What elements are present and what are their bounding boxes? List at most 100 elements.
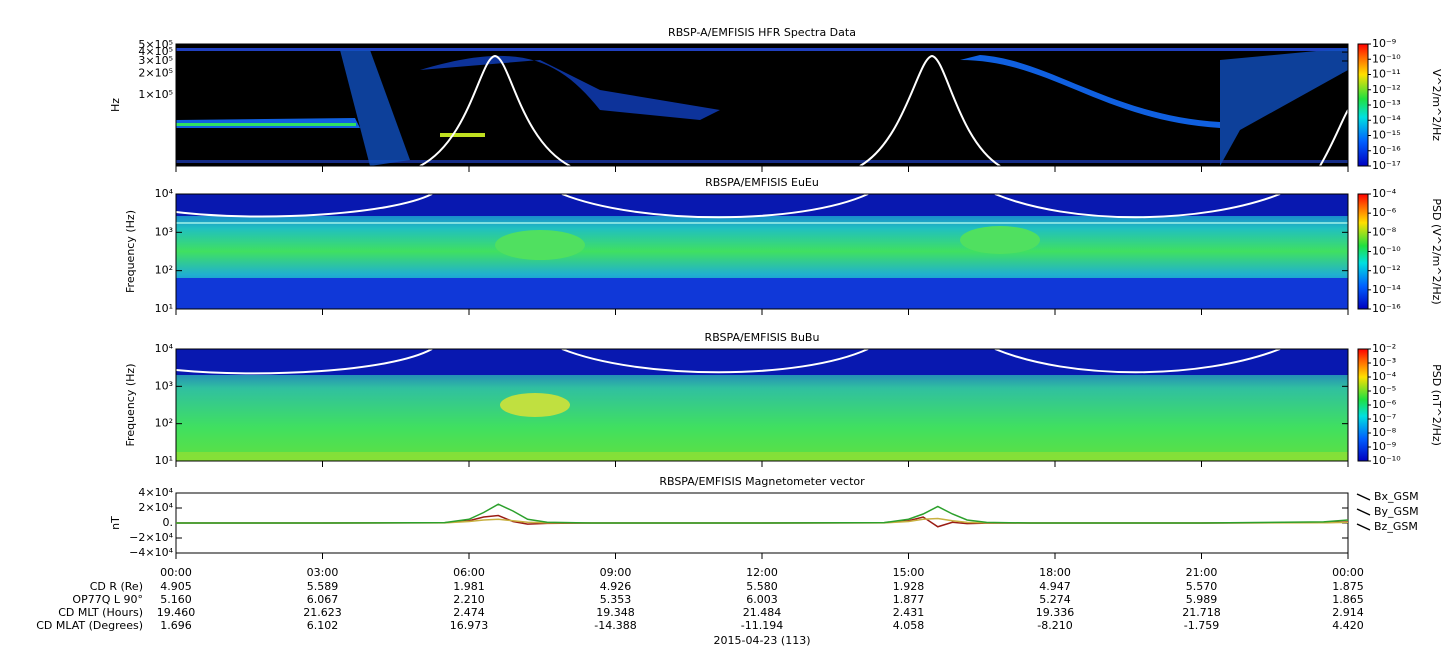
ephemeris-value: 21.484: [743, 606, 782, 619]
ephemeris-value: 19.460: [157, 606, 196, 619]
legend-swatch: [1356, 523, 1371, 531]
colorbar-tick-label: 10⁻⁸: [1372, 225, 1397, 238]
panel-title: RBSPA/EMFISIS EuEu: [705, 176, 819, 189]
ephemeris-value: 5.589: [307, 580, 339, 593]
ephemeris-value: 5.353: [600, 593, 632, 606]
colorbar-tick-label: 10⁻¹⁶: [1372, 302, 1401, 315]
ephemeris-value: 6.102: [307, 619, 339, 632]
colorbar-tick-label: 10⁻¹³: [1372, 98, 1401, 111]
plot-frame: [175, 43, 1349, 167]
y-tick-label: −2×10⁴: [129, 531, 173, 544]
legend-swatch: [1356, 493, 1371, 501]
ephemeris-value: -14.388: [594, 619, 636, 632]
y-axis-label: Frequency (Hz): [124, 364, 137, 447]
ephemeris-value: 5.570: [1186, 580, 1218, 593]
ephemeris-value: 5.160: [160, 593, 192, 606]
ephemeris-value: 1.696: [160, 619, 192, 632]
spectrogram-image: [175, 44, 1349, 461]
y-tick-label: 10¹: [155, 302, 173, 315]
x-tick-label: 03:00: [307, 566, 339, 579]
y-tick-label: 10³: [155, 379, 173, 392]
ephemeris-value: 1.928: [893, 580, 925, 593]
colorbar-tick-label: 10⁻¹¹: [1372, 68, 1401, 81]
data-line: [176, 503, 1349, 524]
ephemeris-value: 5.580: [746, 580, 778, 593]
ephemeris-value: -1.759: [1184, 619, 1219, 632]
y-tick-label: 5×10⁵: [138, 38, 173, 51]
x-tick-label: 06:00: [453, 566, 485, 579]
colorbar-label: PSD (nT^2/Hz): [1430, 364, 1443, 446]
ephemeris-value: 4.905: [160, 580, 192, 593]
panel-title: RBSPA/EMFISIS BuBu: [705, 331, 820, 344]
colorbar-tick-label: 10⁻¹²: [1372, 264, 1401, 277]
plot-frame: [175, 193, 1349, 310]
colorbar-tick-label: 10⁻¹²: [1372, 83, 1401, 96]
ephemeris-value: 6.067: [307, 593, 339, 606]
colorbar-tick-label: 10⁻¹⁴: [1372, 113, 1401, 126]
y-axis-label: Frequency (Hz): [124, 210, 137, 293]
ephemeris-value: 19.348: [596, 606, 635, 619]
colorbar: [1357, 193, 1369, 310]
y-tick-label: 10³: [155, 225, 173, 238]
y-tick-label: 0.: [163, 516, 174, 529]
colorbar-tick-label: 10⁻¹⁵: [1372, 129, 1401, 142]
colorbar: [1357, 43, 1369, 167]
ephemeris-label: CD MLT (Hours): [58, 606, 143, 619]
ephemeris-value: 6.003: [746, 593, 778, 606]
y-tick-label: 10²: [155, 417, 173, 430]
ephemeris-value: 5.989: [1186, 593, 1218, 606]
colorbar-tick-label: 10⁻¹⁴: [1372, 283, 1401, 296]
y-axis-label: nT: [109, 516, 122, 530]
colorbar-tick-label: 10⁻⁸: [1372, 426, 1397, 439]
y-tick-label: 10¹: [155, 454, 173, 467]
legend-label: By_GSM: [1374, 505, 1419, 518]
plot-frame: [175, 348, 1349, 462]
y-tick-label: 3×10⁵: [138, 54, 173, 67]
x-tick-label: 00:00: [1332, 566, 1364, 579]
colorbar-tick-label: 10⁻²: [1372, 342, 1396, 355]
ephemeris-value: 21.718: [1182, 606, 1221, 619]
colorbar-tick-label: 10⁻¹⁷: [1372, 159, 1401, 172]
ephemeris-value: 2.914: [1332, 606, 1364, 619]
y-tick-label: 1×10⁵: [138, 88, 173, 101]
ephemeris-value: 4.420: [1332, 619, 1364, 632]
y-tick-label: 4×10⁴: [138, 486, 173, 499]
legend-label: Bz_GSM: [1374, 520, 1418, 533]
legend-swatch: [1356, 508, 1371, 516]
ephemeris-value: 4.926: [600, 580, 632, 593]
panel-title: RBSP-A/EMFISIS HFR Spectra Data: [668, 26, 856, 39]
ephemeris-value: 1.875: [1332, 580, 1364, 593]
colorbar-tick-label: 10⁻⁵: [1372, 384, 1396, 397]
ephemeris-value: 16.973: [450, 619, 489, 632]
y-tick-label: 2×10⁵: [138, 67, 173, 80]
ephemeris-value: 2.210: [453, 593, 485, 606]
date-label: 2015-04-23 (113): [713, 634, 810, 647]
x-tick-label: 18:00: [1039, 566, 1071, 579]
ephemeris-value: 2.474: [453, 606, 485, 619]
y-tick-label: −4×10⁴: [129, 546, 173, 559]
ephemeris-value: 21.623: [303, 606, 342, 619]
colorbar-tick-label: 10⁻¹⁰: [1372, 454, 1401, 467]
panel-title: RBSPA/EMFISIS Magnetometer vector: [659, 475, 865, 488]
colorbar-tick-label: 10⁻³: [1372, 356, 1396, 369]
ephemeris-value: 1.877: [893, 593, 925, 606]
y-axis-label: Hz: [109, 98, 122, 112]
ephemeris-label: CD MLAT (Degrees): [36, 619, 143, 632]
ephemeris-value: -11.194: [741, 619, 783, 632]
ephemeris-value: 4.058: [893, 619, 925, 632]
x-tick-label: 15:00: [893, 566, 925, 579]
y-tick-label: 10⁴: [155, 187, 174, 200]
colorbar-label: PSD (V^2/m^2/Hz): [1430, 198, 1443, 304]
colorbar-tick-label: 10⁻⁹: [1372, 440, 1396, 453]
colorbar-tick-label: 10⁻⁴: [1372, 187, 1397, 200]
colorbar-label: V^2/m^2/Hz: [1430, 69, 1443, 141]
ephemeris-value: 19.336: [1036, 606, 1075, 619]
colorbar: [1357, 348, 1369, 462]
y-tick-label: 4×10⁵: [138, 45, 173, 58]
x-tick-label: 00:00: [160, 566, 192, 579]
y-tick-label: 2×10⁴: [138, 501, 173, 514]
colorbar-tick-label: 10⁻⁹: [1372, 37, 1396, 50]
colorbar-tick-label: 10⁻¹⁰: [1372, 52, 1401, 65]
colorbar-tick-label: 10⁻¹⁶: [1372, 144, 1401, 157]
